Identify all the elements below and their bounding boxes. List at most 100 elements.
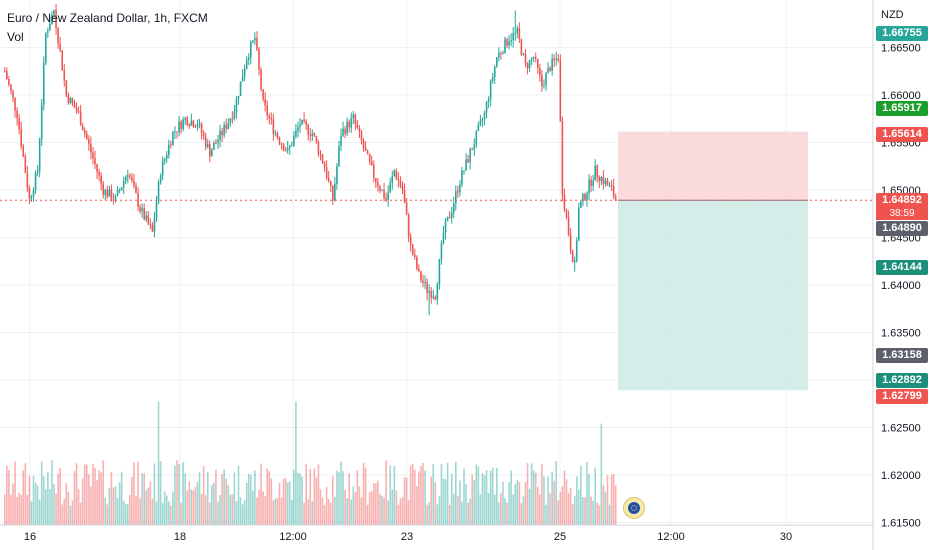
volume-bar [190, 489, 193, 525]
volume-bar [541, 463, 543, 525]
volume-bar [42, 476, 45, 525]
economic-event-eu-flag-icon[interactable] [623, 497, 645, 519]
volume-bar [475, 464, 478, 525]
volume-bar [241, 504, 244, 525]
symbol-title[interactable]: Euro / New Zealand Dollar, 1h, FXCM [7, 11, 208, 25]
volume-bar [61, 504, 63, 525]
candle-body [438, 259, 441, 285]
volume-bar [24, 463, 27, 525]
volume-bar [211, 485, 213, 525]
candle-body [268, 115, 271, 119]
volume-bar [155, 501, 158, 525]
volume-bar [446, 462, 449, 525]
candle-body [309, 134, 312, 136]
candle-body [176, 131, 178, 133]
candle-body [534, 57, 537, 59]
candle-body [213, 143, 215, 151]
volume-bar [530, 463, 533, 525]
price-axis-label: 1.63500 [881, 328, 921, 340]
volume-bar [293, 469, 295, 525]
candle-body [88, 139, 90, 144]
volume-bar [551, 471, 553, 525]
candle-body [53, 9, 55, 15]
candle-body [67, 95, 70, 104]
candle-body [496, 57, 498, 67]
volume-bar [254, 470, 256, 525]
candle-body [172, 131, 174, 146]
candle-body [184, 117, 186, 120]
volume-bar [67, 492, 70, 525]
volume-bar [161, 503, 164, 525]
volume-bar [592, 500, 594, 525]
volume-bar [26, 494, 29, 525]
volume-bar [604, 491, 607, 525]
candle-body [194, 126, 197, 128]
candle-body [57, 28, 59, 44]
candle-body [90, 143, 92, 153]
currency-label[interactable]: NZD [881, 9, 904, 21]
candle-body [307, 124, 309, 135]
candle-body [319, 153, 322, 155]
candle-body [498, 52, 500, 58]
volume-bar [487, 493, 490, 525]
volume-bar [221, 474, 223, 525]
candle-body [409, 236, 412, 245]
price-axis-label: 1.64000 [881, 280, 921, 292]
volume-bar [614, 485, 617, 525]
candle-body [282, 144, 285, 151]
volume-bar [440, 464, 443, 525]
candle-body [567, 217, 570, 235]
candle-body [297, 127, 299, 131]
candle-body [227, 122, 230, 129]
volume-bar [485, 470, 488, 525]
candle-body [489, 80, 492, 100]
candle-body [426, 282, 428, 293]
volume-bar [151, 499, 154, 525]
volume-bar [139, 498, 141, 525]
volume-label[interactable]: Vol [7, 30, 24, 44]
candle-body [112, 199, 115, 201]
candle-body [315, 135, 318, 143]
volume-bar [286, 482, 289, 525]
volume-bar [405, 477, 408, 525]
volume-bar [198, 471, 201, 525]
volume-bar [272, 500, 275, 525]
volume-bar [559, 491, 562, 525]
volume-bar [580, 465, 582, 525]
volume-bar [329, 502, 332, 525]
candle-body [188, 125, 191, 127]
candle-body [317, 142, 320, 154]
candle-body [522, 53, 525, 55]
candle-body [370, 161, 373, 166]
volume-bar [448, 504, 451, 525]
volume-bar [428, 502, 430, 525]
candle-body [145, 215, 148, 220]
volume-bar [436, 504, 439, 525]
volume-bar [264, 495, 266, 525]
candle-body [61, 50, 63, 71]
candle-body [206, 144, 209, 147]
volume-bar [360, 497, 363, 525]
candle-body [155, 202, 158, 219]
candle-body [127, 175, 129, 177]
volume-bar [247, 473, 250, 525]
volume-bar [508, 482, 510, 525]
candle-body [86, 133, 88, 140]
candle-body [135, 185, 137, 193]
candle-body [565, 209, 568, 218]
candle-body [311, 133, 314, 136]
volume-bar [358, 486, 361, 525]
candle-body [28, 188, 31, 199]
volume-bar [506, 502, 508, 525]
candle-body [403, 190, 406, 203]
candle-body [55, 9, 57, 29]
volume-bar [409, 465, 412, 525]
volume-bar [549, 493, 551, 525]
candle-body [418, 268, 420, 272]
volume-bar [260, 463, 262, 525]
candle-body [329, 181, 332, 186]
candle-body [270, 118, 273, 120]
volume-bars [4, 401, 617, 525]
